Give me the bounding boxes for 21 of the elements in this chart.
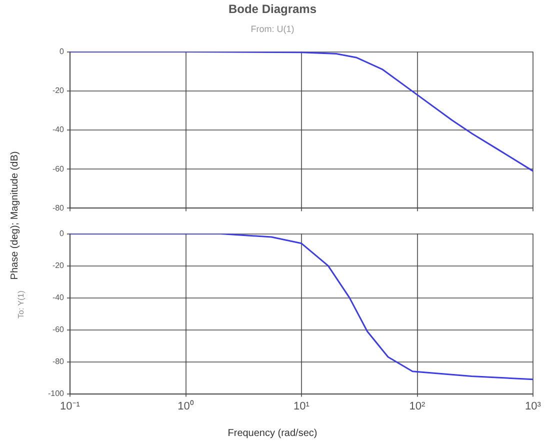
x-tick-label: 10² <box>409 400 426 412</box>
y-tick-label: 0 <box>60 229 65 238</box>
x-tick-label: 10⁻¹ <box>60 400 80 412</box>
y-axis-title: Phase (deg); Magnitude (dB) <box>10 151 20 280</box>
x-tick-label: 10³ <box>525 400 542 412</box>
y-tick-label: -80 <box>52 203 65 212</box>
y-tick-label: -20 <box>52 261 65 270</box>
y-tick-label: -60 <box>52 164 65 174</box>
y-tick-label: -100 <box>48 389 65 398</box>
y-tick-label: -40 <box>52 293 65 302</box>
chart-title: Bode Diagrams <box>227 2 318 16</box>
y-tick-label: -80 <box>52 357 65 366</box>
chart-subtitle: From: U(1) <box>250 24 296 34</box>
x-tick-label: 10⁰ <box>178 399 194 412</box>
y-tick-label: -60 <box>52 325 65 334</box>
x-tick-label: 10¹ <box>294 400 310 412</box>
y-tick-label: -40 <box>52 125 65 134</box>
y-tick-label: -20 <box>52 86 65 96</box>
x-axis-title: Frequency (rad/sec) <box>226 428 318 439</box>
y-axis-title: To: Y(1) <box>16 290 26 318</box>
y-tick-label: 0 <box>60 47 65 56</box>
